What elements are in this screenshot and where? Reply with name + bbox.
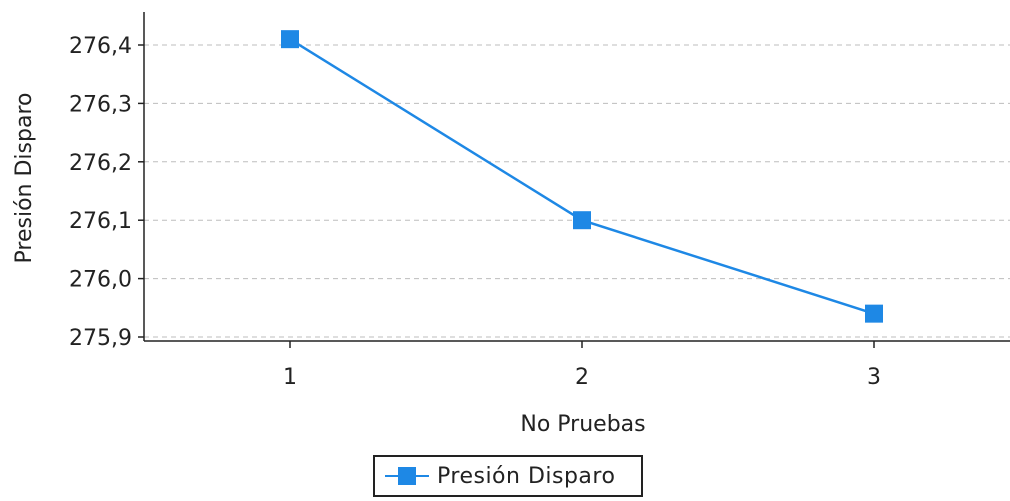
- legend: Presión Disparo: [373, 455, 643, 497]
- legend-label: Presión Disparo: [437, 463, 616, 489]
- y-tick-label: 276,4: [69, 34, 132, 59]
- series: [281, 30, 883, 323]
- y-tick-label: 276,0: [69, 268, 132, 293]
- y-tick-label: 276,3: [69, 92, 132, 117]
- legend-square-marker-icon: [398, 467, 416, 485]
- x-axis-title: No Pruebas: [520, 412, 645, 437]
- x-tick-label: 3: [867, 365, 881, 390]
- y-tick-label: 275,9: [69, 326, 132, 351]
- y-tick-label: 276,1: [69, 209, 132, 234]
- series-line: [289, 38, 875, 315]
- y-axis-title: Presión Disparo: [12, 93, 37, 264]
- data-point-marker: [281, 30, 299, 49]
- legend-swatch: [383, 465, 431, 487]
- line-chart: 275,9 276,0 276,1 276,2 276,3 276,4 1 2 3 No Pr…: [12, 12, 1010, 437]
- y-tick-label: 276,2: [69, 151, 132, 176]
- x-tick-label: 1: [283, 365, 297, 390]
- grid-lines: [144, 44, 1010, 338]
- data-point-marker: [573, 211, 591, 230]
- data-point-marker: [865, 304, 883, 323]
- y-tick-labels: 275,9 276,0 276,1 276,2 276,3 276,4: [69, 34, 144, 351]
- x-tick-labels: 1 2 3: [283, 341, 881, 390]
- x-tick-label: 2: [575, 365, 589, 390]
- axes: [143, 12, 1010, 342]
